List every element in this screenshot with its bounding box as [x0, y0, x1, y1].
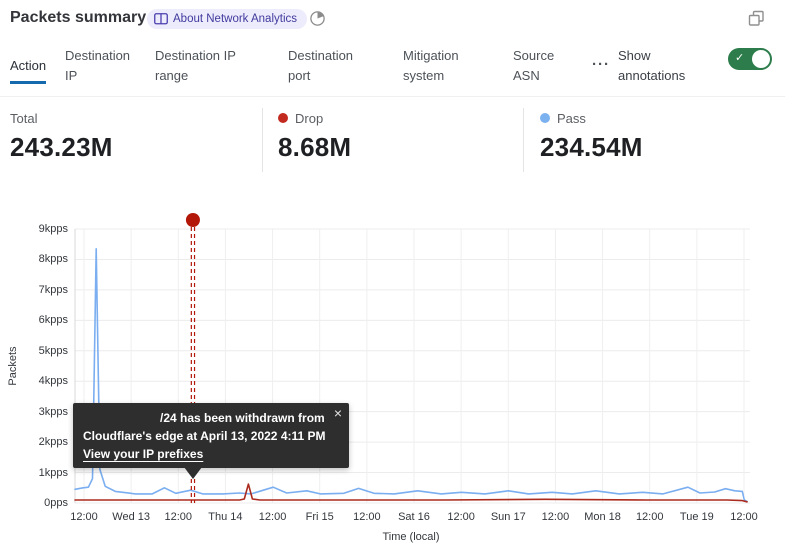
- chart-svg: [74, 213, 750, 504]
- pass-series-line: [74, 247, 748, 503]
- tab-destination-port[interactable]: Destination port: [288, 48, 354, 83]
- chart: 0pps 1kpps 2kpps 3kpps 4kpps 5kpps 6kpps 7kpps 8…: [0, 210, 785, 555]
- x-tick-label: 12:00: [730, 511, 758, 523]
- stat-total-label: Total: [10, 110, 38, 126]
- y-tick-label: 6kpps: [38, 314, 68, 327]
- y-tick-label: 8kpps: [38, 253, 68, 266]
- tab-action[interactable]: Action: [10, 56, 47, 84]
- stat-total: Total 243.23M: [10, 110, 113, 163]
- tab-source-asn[interactable]: Source ASN: [513, 48, 555, 83]
- x-tick-label: 12:00: [635, 511, 664, 523]
- stat-divider: [262, 108, 263, 172]
- stat-drop-label: Drop: [295, 110, 324, 126]
- tabs-divider: [0, 96, 785, 97]
- x-axis-title: Time (local): [382, 531, 440, 543]
- x-tick-label: Fri 15: [305, 511, 334, 523]
- x-tick-label: Wed 13: [112, 511, 150, 523]
- x-tick-label: Thu 14: [208, 511, 243, 523]
- y-tick-label: 0pps: [44, 497, 68, 509]
- drop-series-line: [74, 483, 748, 503]
- tooltip-line2: Cloudflare's edge at April 13, 2022 4:11…: [83, 429, 326, 443]
- y-axis-title: Packets: [7, 346, 19, 386]
- tooltip-arrow: [184, 467, 202, 479]
- pass-legend-dot: [540, 113, 550, 123]
- y-tick-label: 5kpps: [38, 344, 68, 357]
- x-tick-label: 12:00: [164, 511, 193, 523]
- tooltip-line1: /24 has been withdrawn from: [160, 411, 325, 425]
- y-tick-label: 9kpps: [38, 223, 68, 235]
- x-tick-label: Mon 18: [584, 511, 621, 523]
- x-tick-label: 12:00: [70, 511, 98, 523]
- book-icon: [154, 13, 168, 25]
- stat-divider: [523, 108, 524, 172]
- x-tick-label: 12:00: [258, 511, 287, 523]
- check-icon: ✓: [735, 52, 745, 64]
- tab-destination-ip-range[interactable]: Destination IP range: [155, 48, 236, 83]
- x-tick-label: Sun 17: [490, 511, 526, 523]
- annotation-tooltip: × /24 has been withdrawn from Cloudflare…: [73, 403, 349, 479]
- badge-label: About Network Analytics: [173, 13, 298, 25]
- y-tick-label: 1kpps: [38, 466, 68, 479]
- close-icon[interactable]: ×: [333, 405, 342, 421]
- y-tick-label: 4kpps: [38, 375, 68, 388]
- more-tabs-button[interactable]: ···: [592, 56, 610, 73]
- x-tick-label: 12:00: [447, 511, 475, 523]
- toggle-knob: [752, 50, 770, 68]
- stat-drop-value: 8.68M: [278, 132, 352, 162]
- stat-pass: Pass 234.54M: [540, 110, 643, 163]
- tab-mitigation-system[interactable]: Mitigation system: [403, 48, 459, 83]
- stat-pass-value: 234.54M: [540, 132, 643, 162]
- tab-destination-ip[interactable]: Destination IP: [65, 48, 131, 83]
- page-title: Packets summary: [10, 9, 147, 26]
- stat-pass-label: Pass: [557, 110, 586, 126]
- stat-drop: Drop 8.68M: [278, 110, 351, 163]
- annotation-marker-dot[interactable]: [185, 213, 200, 227]
- x-tick-label: 12:00: [541, 511, 570, 523]
- show-annotations-label: Show annotations: [618, 48, 686, 83]
- x-tick-label: Tue 19: [679, 511, 714, 523]
- drop-legend-dot: [278, 113, 288, 123]
- x-tick-label: Sat 16: [398, 511, 430, 523]
- popout-icon[interactable]: [747, 9, 766, 28]
- about-network-analytics-badge[interactable]: About Network Analytics: [147, 9, 308, 29]
- time-range-icon[interactable]: [309, 10, 326, 27]
- show-annotations-toggle[interactable]: ✓: [728, 48, 772, 70]
- y-tick-label: 7kpps: [38, 283, 68, 296]
- view-ip-prefixes-link[interactable]: View your IP prefixes: [83, 447, 204, 461]
- y-tick-label: 3kpps: [38, 405, 68, 418]
- stat-total-value: 243.23M: [10, 132, 113, 162]
- y-tick-label: 2kpps: [38, 436, 68, 449]
- x-tick-label: 12:00: [353, 511, 381, 523]
